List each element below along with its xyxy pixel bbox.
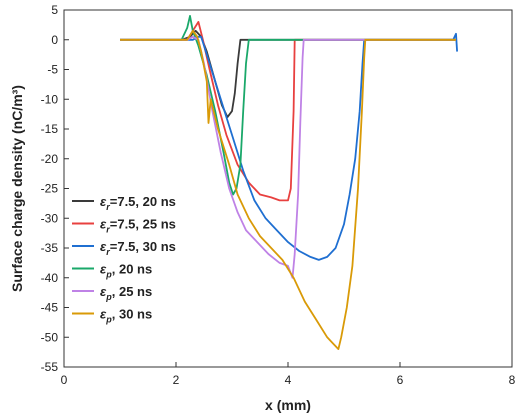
y-tick-label: -15 bbox=[41, 122, 59, 136]
legend-label: εp, 25 ns bbox=[100, 284, 152, 302]
x-tick-label: 4 bbox=[285, 373, 292, 387]
y-tick-label: 5 bbox=[51, 3, 58, 17]
legend: εr=7.5, 20 ns εr=7.5, 25 ns εr=7.5, 30 ns ε… bbox=[72, 194, 176, 325]
series-line-6 bbox=[120, 29, 456, 350]
legend-label: εr=7.5, 30 ns bbox=[100, 239, 176, 257]
y-tick-label: -20 bbox=[41, 152, 59, 166]
legend-label: εp, 20 ns bbox=[100, 262, 152, 280]
legend-label: εp, 30 ns bbox=[100, 307, 152, 325]
series-line-4 bbox=[120, 15, 456, 196]
y-tick-label: 0 bbox=[51, 33, 58, 47]
x-tick-label: 2 bbox=[173, 373, 180, 387]
legend-label: εr=7.5, 25 ns bbox=[100, 217, 176, 235]
y-tick-label: -55 bbox=[41, 360, 59, 374]
legend-label: εr=7.5, 20 ns bbox=[100, 194, 176, 212]
series-line-1 bbox=[120, 29, 456, 118]
y-tick-label: -35 bbox=[41, 241, 59, 255]
x-tick-label: 6 bbox=[397, 373, 404, 387]
ticks: 50-5-10-15-20-25-30-35-40-45-50-550 2 4 6 8 bbox=[41, 3, 516, 387]
y-tick-label: -30 bbox=[41, 211, 59, 225]
y-tick-label: -10 bbox=[41, 92, 59, 106]
y-tick-label: -50 bbox=[41, 330, 59, 344]
x-tick-label: 8 bbox=[509, 373, 516, 387]
x-axis-label: x (mm) bbox=[265, 397, 311, 413]
x-tick-label: 0 bbox=[61, 373, 68, 387]
series-line-2 bbox=[120, 21, 456, 202]
y-tick-label: -5 bbox=[47, 63, 58, 77]
series-line-3 bbox=[120, 32, 458, 261]
y-tick-label: -25 bbox=[41, 182, 59, 196]
series-lines bbox=[120, 15, 458, 350]
y-tick-label: -45 bbox=[41, 301, 59, 315]
y-tick-label: -40 bbox=[41, 271, 59, 285]
y-axis-label: Surface charge density (nC/m³) bbox=[9, 85, 25, 292]
